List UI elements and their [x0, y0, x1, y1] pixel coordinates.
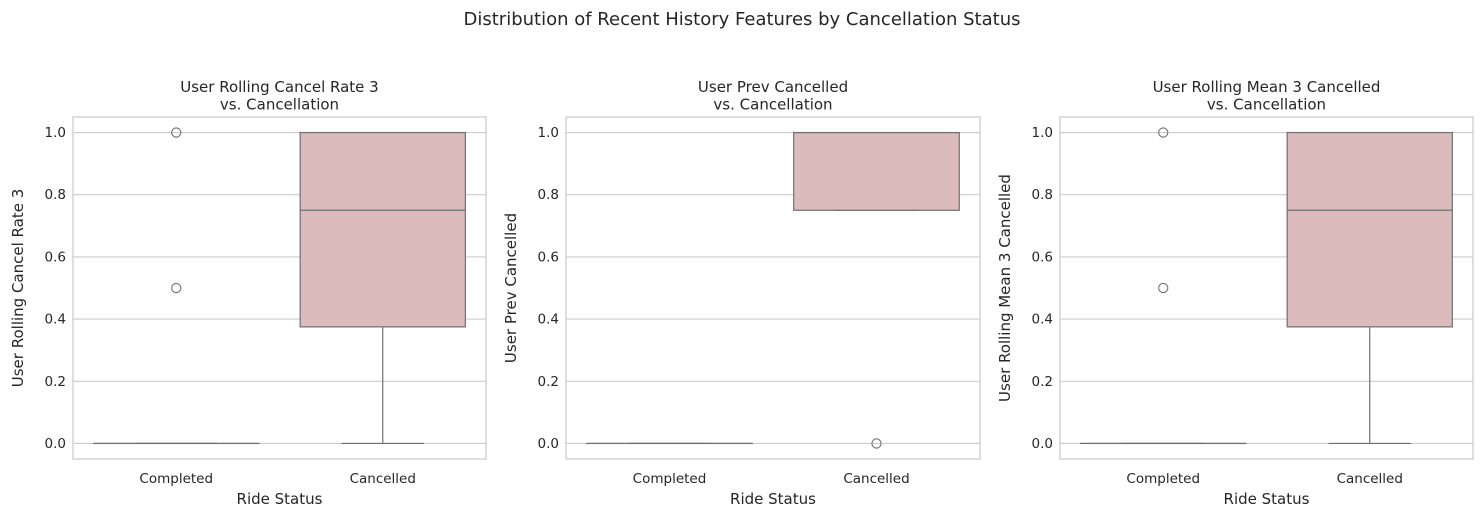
y-tick-label: 0.0: [538, 436, 559, 452]
axes-frame: [565, 116, 981, 460]
y-tick-label: 0.6: [538, 249, 559, 265]
box-cancelled: [793, 131, 960, 449]
subplot-title-line: vs. Cancellation: [220, 96, 339, 114]
x-axis-label: Ride Status: [730, 490, 816, 508]
y-axis-label: User Rolling Mean 3 Cancelled: [996, 174, 1014, 402]
y-tick-label: 0.0: [45, 436, 66, 452]
subplot-2: 0.0 0.2 0.4 0.6 0.8 1.0 Completed Cancelled Ride…: [502, 78, 981, 508]
subplot-title-line: User Prev Cancelled: [698, 78, 848, 96]
axes-frame: [72, 116, 487, 460]
axes-frame: [1059, 116, 1474, 460]
box-completed: [93, 127, 260, 445]
y-tick-label: 0.8: [45, 187, 66, 203]
y-tick-label: 0.6: [45, 249, 66, 265]
y-tick-label: 1.0: [1032, 125, 1053, 141]
x-tick-label: Completed: [633, 471, 707, 487]
y-tick-label: 0.8: [538, 187, 559, 203]
figure-suptitle: Distribution of Recent History Features …: [464, 9, 1021, 30]
x-tick-label: Cancelled: [350, 471, 416, 487]
subplot-1: 0.0 0.2 0.4 0.6 0.8 1.0 Completed Cancelled Ride…: [9, 78, 487, 508]
subplot-title-line: vs. Cancellation: [713, 96, 832, 114]
y-tick-label: 0.2: [45, 374, 66, 390]
iqr-box: [1286, 131, 1453, 328]
subplot-3: 0.0 0.2 0.4 0.6 0.8 1.0 Completed Cancelled Ride…: [996, 78, 1474, 508]
iqr-box: [299, 131, 466, 328]
y-tick-label: 0.8: [1032, 187, 1053, 203]
y-tick-label: 0.2: [1032, 374, 1053, 390]
x-tick-label: Completed: [1126, 471, 1200, 487]
outlier-point: [1158, 282, 1169, 294]
y-axis-label: User Prev Cancelled: [502, 213, 520, 363]
box-cancelled: [1286, 131, 1453, 445]
y-tick-label: 1.0: [538, 125, 559, 141]
subplots: 0.0 0.2 0.4 0.6 0.8 1.0 Completed Cancelled Ride…: [9, 78, 1474, 508]
y-tick-label: 0.0: [1032, 436, 1053, 452]
y-tick-label: 0.2: [538, 374, 559, 390]
y-tick-label: 1.0: [45, 125, 66, 141]
subplot-title-line: User Rolling Mean 3 Cancelled: [1153, 78, 1381, 96]
y-tick-label: 0.4: [1032, 312, 1053, 328]
iqr-box: [793, 131, 960, 211]
y-tick-label: 0.4: [45, 312, 66, 328]
subplot-title-line: User Rolling Cancel Rate 3: [180, 78, 378, 96]
x-tick-label: Completed: [139, 471, 213, 487]
box-cancelled: [299, 131, 466, 445]
x-axis-label: Ride Status: [237, 490, 323, 508]
x-tick-label: Cancelled: [843, 471, 909, 487]
x-tick-label: Cancelled: [1337, 471, 1403, 487]
outlier-point: [171, 127, 182, 138]
y-tick-label: 0.4: [538, 312, 559, 328]
outlier-point: [1158, 127, 1169, 138]
outlier-point: [871, 438, 882, 449]
outlier-point: [171, 282, 182, 294]
x-axis-label: Ride Status: [1224, 490, 1310, 508]
box-completed: [1080, 127, 1247, 445]
y-tick-label: 0.6: [1032, 249, 1053, 265]
subplot-title-line: vs. Cancellation: [1207, 96, 1326, 114]
y-axis-label: User Rolling Cancel Rate 3: [9, 189, 27, 387]
